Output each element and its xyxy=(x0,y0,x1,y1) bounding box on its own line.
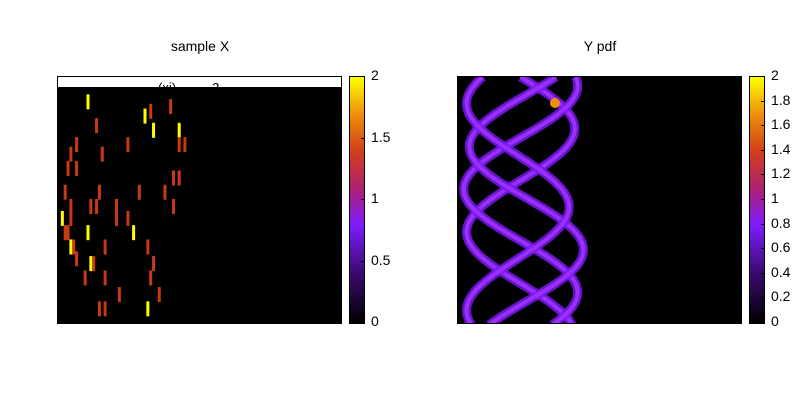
colorbar-tick-mark xyxy=(361,76,365,77)
heatmap-cell xyxy=(138,185,141,200)
colorbar-tick-mark xyxy=(761,174,765,175)
heatmap-cell xyxy=(95,118,98,133)
heatmap-cell xyxy=(69,211,72,226)
heatmap-sample-x-marks xyxy=(58,77,342,324)
colorbar-tick-mark xyxy=(761,125,765,126)
heatmap-cell xyxy=(75,251,78,266)
colorbar-tick-label: 0.5 xyxy=(371,252,390,268)
heatmap-cell xyxy=(163,185,166,200)
heatmap-cell xyxy=(75,161,78,176)
heatmap-cell xyxy=(95,199,98,214)
heatmap-cell xyxy=(89,199,92,214)
heatmap-cell xyxy=(75,137,78,152)
heatmap-cell xyxy=(178,137,181,152)
colorbar-tick-label: 0.2 xyxy=(771,288,790,304)
heatmap-cell xyxy=(98,185,101,200)
heatmap-cell xyxy=(64,225,67,240)
heatmap-cell xyxy=(118,287,121,302)
heatmap-cell xyxy=(67,161,70,176)
heatmap-cell xyxy=(98,301,101,316)
heatmap-cell xyxy=(169,99,172,114)
heatmap-cell xyxy=(158,287,161,302)
heatmap-cell xyxy=(183,137,186,152)
colorbar-tick-mark xyxy=(761,297,765,298)
colorbar-tick-mark xyxy=(761,224,765,225)
colorbar-tick-label: 2 xyxy=(771,67,779,83)
colorbar-tick-label: 0.6 xyxy=(771,239,790,255)
heatmap-cell xyxy=(126,137,129,152)
heatmap-cell xyxy=(89,256,92,271)
heatmap-cell xyxy=(69,147,72,162)
heatmap-cell xyxy=(146,301,149,316)
colorbar-tick-label: 1.2 xyxy=(771,165,790,181)
heatmap-cell xyxy=(101,147,104,162)
colorbar-sample-x xyxy=(349,76,365,324)
chart-title-y-pdf: Y pdf xyxy=(500,38,700,54)
colorbar-y-pdf xyxy=(749,76,765,324)
heatmap-overlay-text: (xi), ... ... 2 xyxy=(158,80,219,95)
heatmap-cell xyxy=(92,256,95,271)
colorbar-tick-mark xyxy=(761,322,765,323)
heatmap-cell xyxy=(67,225,70,240)
colorbar-tick-mark xyxy=(761,150,765,151)
colorbar-tick-mark xyxy=(361,261,365,262)
chart-title-sample-x: sample X xyxy=(100,38,300,54)
heatmap-cell xyxy=(132,225,135,240)
colorbar-tick-label: 1.6 xyxy=(771,116,790,132)
colorbar-tick-label: 1 xyxy=(371,190,379,206)
heatmap-cell xyxy=(72,239,75,254)
heatmap-cell xyxy=(104,239,107,254)
heatmap-cell xyxy=(87,225,90,240)
colorbar-tick-label: 0 xyxy=(371,313,379,329)
colorbar-tick-mark xyxy=(761,101,765,102)
heatmap-y-pdf-marks xyxy=(458,77,742,324)
colorbar-tick-label: 1 xyxy=(771,190,779,206)
heatmap-cell xyxy=(172,199,175,214)
colorbar-tick-label: 1.8 xyxy=(771,92,790,108)
colorbar-tick-label: 2 xyxy=(371,67,379,83)
colorbar-tick-label: 0 xyxy=(771,313,779,329)
heatmap-cell xyxy=(115,211,118,226)
heatmap-cell xyxy=(178,123,181,138)
heatmap-cell xyxy=(178,170,181,185)
heatmap-cell xyxy=(172,170,175,185)
colorbar-tick-label: 0.4 xyxy=(771,264,790,280)
heatmap-cell xyxy=(144,109,147,124)
heatmap-cell xyxy=(126,211,129,226)
colorbar-tick-label: 0.8 xyxy=(771,215,790,231)
colorbar-tick-label: 1.4 xyxy=(771,141,790,157)
heatmap-cell xyxy=(61,211,64,226)
heatmap-cell xyxy=(152,256,155,271)
heatmap-cell xyxy=(149,270,152,285)
colorbar-tick-mark xyxy=(361,322,365,323)
colorbar-tick-mark xyxy=(361,199,365,200)
colorbar-tick-label: 1.5 xyxy=(371,129,390,145)
heatmap-cell xyxy=(104,301,107,316)
heatmap-cell xyxy=(87,94,90,109)
heatmap-cell xyxy=(146,239,149,254)
colorbar-tick-mark xyxy=(761,273,765,274)
colorbar-tick-mark xyxy=(761,248,765,249)
heatmap-cell xyxy=(104,270,107,285)
colorbar-tick-mark xyxy=(361,138,365,139)
heatmap-cell xyxy=(64,185,67,200)
colorbar-tick-mark xyxy=(761,76,765,77)
colorbar-tick-mark xyxy=(761,199,765,200)
heatmap-cell xyxy=(69,239,72,254)
heatmap-y-pdf xyxy=(457,76,742,324)
heatmap-cell xyxy=(149,104,152,119)
heatmap-cell xyxy=(84,270,87,285)
pdf-peak xyxy=(550,98,560,108)
heatmap-sample-x: (xi), ... ... 2 xyxy=(57,76,342,324)
heatmap-cell xyxy=(152,123,155,138)
